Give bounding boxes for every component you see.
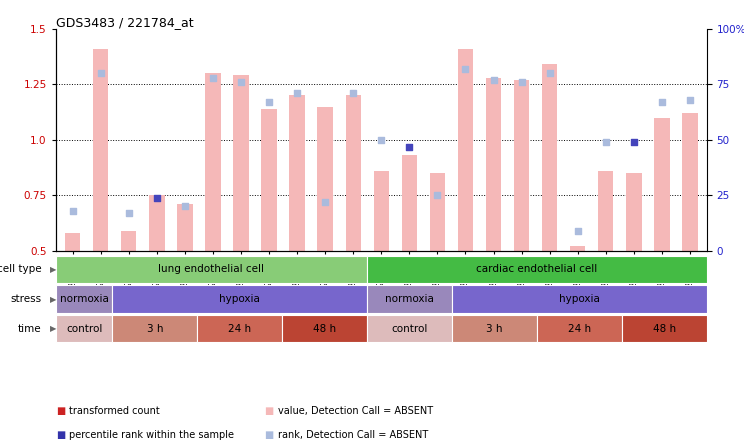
Point: [628, 139, 640, 146]
Bar: [430, 173, 445, 251]
Bar: [149, 195, 164, 251]
Point: [403, 143, 415, 150]
Text: hypoxia: hypoxia: [219, 294, 260, 304]
Text: 3 h: 3 h: [487, 324, 503, 334]
Point: [460, 65, 472, 72]
Text: normoxia: normoxia: [385, 294, 434, 304]
Bar: [318, 107, 333, 251]
Text: 24 h: 24 h: [228, 324, 251, 334]
Bar: [56, 256, 367, 283]
Text: ■: ■: [264, 430, 273, 440]
Bar: [112, 285, 367, 313]
Bar: [282, 315, 367, 342]
Bar: [626, 173, 641, 251]
Text: time: time: [18, 324, 42, 334]
Bar: [537, 315, 622, 342]
Text: cardiac endothelial cell: cardiac endothelial cell: [476, 264, 597, 274]
Bar: [622, 315, 707, 342]
Text: ▶: ▶: [50, 324, 57, 333]
Text: GDS3483 / 221784_at: GDS3483 / 221784_at: [56, 16, 193, 28]
Text: ■: ■: [264, 406, 273, 416]
Bar: [121, 231, 136, 251]
Point: [432, 192, 443, 199]
Point: [291, 90, 303, 97]
Point: [151, 194, 163, 201]
Text: ■: ■: [56, 430, 65, 440]
Text: lung endothelial cell: lung endothelial cell: [158, 264, 264, 274]
Text: hypoxia: hypoxia: [559, 294, 600, 304]
Text: ▶: ▶: [50, 265, 57, 274]
Bar: [598, 171, 614, 251]
Point: [347, 90, 359, 97]
Bar: [542, 64, 557, 251]
Point: [656, 99, 668, 106]
Bar: [345, 95, 361, 251]
Bar: [367, 285, 452, 313]
Bar: [373, 171, 389, 251]
Bar: [261, 109, 277, 251]
Text: percentile rank within the sample: percentile rank within the sample: [69, 430, 234, 440]
Text: 48 h: 48 h: [652, 324, 676, 334]
Bar: [452, 315, 537, 342]
Bar: [452, 285, 707, 313]
Text: normoxia: normoxia: [60, 294, 109, 304]
Bar: [112, 315, 197, 342]
Point: [319, 198, 331, 206]
Bar: [205, 73, 221, 251]
Text: 3 h: 3 h: [147, 324, 163, 334]
Text: cell type: cell type: [0, 264, 42, 274]
Point: [544, 70, 556, 77]
Point: [684, 96, 696, 103]
Point: [600, 139, 612, 146]
Text: control: control: [391, 324, 428, 334]
Text: rank, Detection Call = ABSENT: rank, Detection Call = ABSENT: [278, 430, 428, 440]
Text: 24 h: 24 h: [568, 324, 591, 334]
Bar: [570, 246, 586, 251]
Point: [207, 74, 219, 81]
Point: [67, 207, 79, 214]
Bar: [514, 80, 529, 251]
Bar: [56, 285, 112, 313]
Bar: [65, 233, 80, 251]
Point: [572, 227, 584, 234]
Text: ■: ■: [56, 406, 65, 416]
Bar: [56, 315, 112, 342]
Point: [487, 76, 499, 83]
Point: [235, 79, 247, 86]
Bar: [177, 204, 193, 251]
Text: ▶: ▶: [50, 294, 57, 304]
Text: value, Detection Call = ABSENT: value, Detection Call = ABSENT: [278, 406, 433, 416]
Text: control: control: [66, 324, 102, 334]
Text: 48 h: 48 h: [313, 324, 336, 334]
Point: [94, 70, 106, 77]
Point: [179, 203, 190, 210]
Bar: [458, 49, 473, 251]
Bar: [682, 113, 698, 251]
Bar: [93, 49, 109, 251]
Point: [516, 79, 527, 86]
Bar: [367, 315, 452, 342]
Point: [376, 136, 388, 143]
Point: [123, 210, 135, 217]
Bar: [486, 78, 501, 251]
Point: [263, 99, 275, 106]
Bar: [197, 315, 282, 342]
Text: stress: stress: [10, 294, 42, 304]
Bar: [654, 118, 670, 251]
Text: transformed count: transformed count: [69, 406, 160, 416]
Bar: [234, 75, 248, 251]
Bar: [367, 256, 707, 283]
Bar: [402, 155, 417, 251]
Bar: [289, 95, 305, 251]
